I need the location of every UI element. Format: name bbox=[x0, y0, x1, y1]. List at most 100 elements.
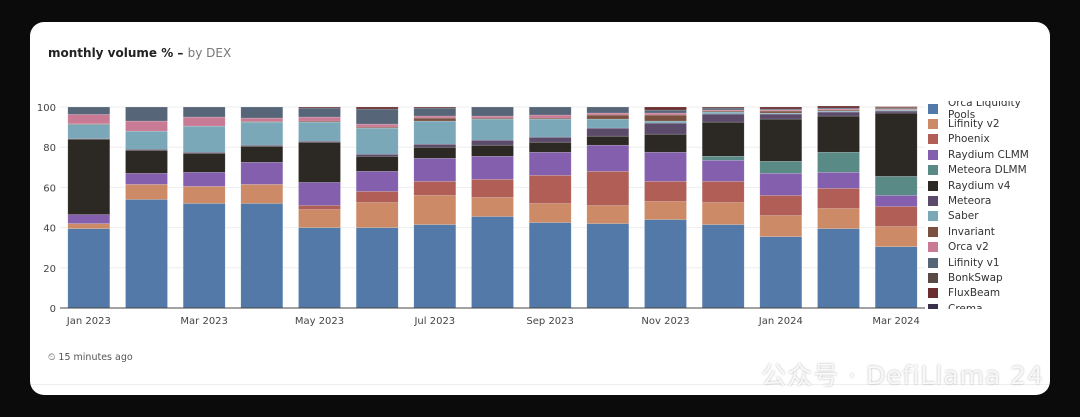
legend-swatch bbox=[928, 149, 938, 160]
bar-segment: Lifinity v2 Jan 2024: 10.5% bbox=[759, 215, 803, 237]
bar-segment: Invariant Nov 2023: 3% bbox=[644, 114, 687, 122]
legend-swatch bbox=[928, 303, 938, 309]
bar-segment: Orca Liquidity Pools Feb 2024: 39.5% bbox=[817, 228, 860, 309]
bar-segment: Orca Liquidity Pools Feb 2023: 54% bbox=[125, 199, 168, 309]
legend-item[interactable]: Meteora DLMM bbox=[928, 163, 1050, 178]
bar-segment: Phoenix Nov 2023: 10% bbox=[644, 181, 687, 202]
bar-segment: Lifinity v2 Sep 2023: 9.5% bbox=[528, 203, 572, 223]
bar-segment: Raydium v4 Nov 2023: 9% bbox=[644, 133, 687, 153]
bar-segment: Orca v2 Aug 2023: 1% bbox=[471, 115, 514, 119]
legend-item[interactable]: Lifinity v2 bbox=[928, 116, 1050, 131]
legend-label: FluxBeam bbox=[948, 287, 1001, 300]
bar-segment: Orca v2 Jul 2023: 1% bbox=[413, 115, 457, 119]
bar-segment: FluxBeam Dec 2023: 0.5% bbox=[701, 106, 745, 109]
bar-segment: Phoenix Jun 2023: 5.5% bbox=[355, 191, 399, 203]
bar-segment: Raydium CLMM Jan 2023: 4.5% bbox=[67, 214, 111, 224]
bar-segment: Phoenix Dec 2023: 10.5% bbox=[701, 181, 745, 203]
legend-label: Meteora bbox=[948, 195, 992, 208]
bar-segment: Meteora Oct 2023: 4% bbox=[586, 127, 630, 137]
bar-segment: Saber Apr 2023: 11.5% bbox=[240, 121, 284, 146]
bar-segment: Invariant Jan 2024: 1% bbox=[759, 110, 803, 114]
legend-item[interactable]: Lifinity v1 bbox=[928, 255, 1050, 270]
bar-segment: Raydium v4 Jan 2024: 21% bbox=[759, 118, 803, 162]
legend-swatch bbox=[928, 196, 938, 207]
bar-segment: Meteora Jan 2024: 2.5% bbox=[759, 113, 803, 120]
bar-segment: Saber Sep 2023: 9% bbox=[528, 118, 572, 138]
legend-item[interactable]: Orca Liquidity Pools bbox=[928, 101, 1050, 121]
bar-segment: Lifinity v2 Oct 2023: 9% bbox=[586, 205, 630, 224]
bar-segment: Phoenix Jul 2023: 7% bbox=[413, 181, 457, 196]
bar-segment: Lifinity v1 Dec 2023: 1% bbox=[701, 107, 745, 111]
legend-label: Orca v2 bbox=[948, 241, 989, 254]
bar-segment: Raydium v4 Jul 2023: 5.5% bbox=[413, 146, 457, 159]
y-tick-label: 60 bbox=[43, 183, 56, 194]
bar-segment: Phoenix Sep 2023: 14% bbox=[528, 175, 572, 204]
bar-segment: Saber Oct 2023: 4.5% bbox=[586, 118, 630, 129]
bar-segment: Invariant Jan 2023: 0.3% bbox=[67, 123, 111, 125]
legend-item[interactable]: Meteora bbox=[928, 193, 1050, 208]
bar-segment: Lifinity v2 Mar 2023: 8.5% bbox=[182, 186, 226, 204]
legend-label: BonkSwap bbox=[948, 271, 1003, 284]
legend-label: Raydium CLMM bbox=[948, 148, 1029, 161]
bar-segment: Lifinity v2 Feb 2023: 7.5% bbox=[125, 184, 168, 200]
bar-segment: Raydium v4 Sep 2023: 5% bbox=[528, 141, 572, 153]
y-tick-label: 80 bbox=[43, 143, 56, 154]
bar-segment: Lifinity v2 Aug 2023: 9.5% bbox=[471, 197, 514, 217]
bar-segment: Saber Jan 2023: 7% bbox=[67, 124, 111, 139]
legend-item[interactable]: Raydium v4 bbox=[928, 178, 1050, 193]
bar-segment: Meteora Jul 2023: 1.5% bbox=[413, 143, 457, 148]
bar-segment: Lifinity v1 Jun 2023: 7.5% bbox=[355, 108, 399, 125]
bar-segment: Lifinity v2 Nov 2023: 9% bbox=[644, 201, 687, 220]
bar-segment: Lifinity v1 Mar 2023: 5% bbox=[182, 106, 226, 118]
bar-segment: Saber Nov 2023: 1% bbox=[644, 120, 687, 124]
x-tick-label: Mar 2024 bbox=[872, 316, 920, 327]
bar-segment: Raydium v4 Feb 2024: 18% bbox=[817, 115, 860, 153]
bar-segment: Orca v2 May 2023: 2% bbox=[298, 116, 341, 122]
legend-label: Invariant bbox=[948, 225, 995, 238]
bar-segment: Lifinity v2 Apr 2023: 9.5% bbox=[240, 184, 284, 204]
legend-swatch bbox=[928, 242, 938, 253]
bar-segment: Raydium CLMM Feb 2024: 8% bbox=[817, 172, 860, 189]
legend-label: Lifinity v2 bbox=[948, 118, 1000, 131]
legend-item[interactable]: FluxBeam bbox=[928, 286, 1050, 301]
bar-segment: Orca v2 Jan 2023: 4.7% bbox=[67, 114, 111, 125]
x-tick-label: Jan 2023 bbox=[66, 316, 111, 327]
bar-segment: Lifinity v2 Jul 2023: 14.5% bbox=[413, 195, 457, 225]
legend-item[interactable]: Raydium CLMM bbox=[928, 147, 1050, 162]
legend-swatch bbox=[928, 257, 938, 268]
legend-label: Saber bbox=[948, 210, 979, 223]
legend-item[interactable]: Saber bbox=[928, 209, 1050, 224]
bar-segment: Raydium CLMM Jul 2023: 11.5% bbox=[413, 158, 457, 182]
legend-item[interactable]: Phoenix bbox=[928, 132, 1050, 147]
title-text: monthly volume % – bbox=[48, 46, 184, 60]
bar-segment: Phoenix Mar 2024: 10% bbox=[874, 206, 918, 227]
legend-swatch bbox=[928, 165, 938, 176]
bar-segment: Meteora Nov 2023: 5.5% bbox=[644, 122, 687, 135]
bar-segment: Phoenix Jan 2024: 10% bbox=[759, 195, 803, 216]
bar-segment: Orca v2 Jun 2023: 1.5% bbox=[355, 123, 399, 128]
bar-segment: Saber Aug 2023: 10.5% bbox=[471, 118, 514, 141]
bar-segment: Raydium CLMM Mar 2024: 5.5% bbox=[874, 195, 918, 207]
legend-swatch bbox=[928, 226, 938, 237]
bar-segment: Lifinity v2 Jan 2023: 2.5% bbox=[67, 223, 111, 229]
bar-segment: Raydium v4 Apr 2023: 8% bbox=[240, 145, 284, 163]
legend-label: Phoenix bbox=[948, 133, 990, 146]
legend-item[interactable]: Crema bbox=[928, 301, 1050, 309]
legend-item[interactable]: Orca v2 bbox=[928, 240, 1050, 255]
bar-segment: Raydium CLMM Oct 2023: 13% bbox=[586, 144, 630, 172]
bar-segment: Raydium CLMM Jun 2023: 10% bbox=[355, 171, 399, 192]
bar-segment: Raydium v4 Mar 2023: 9.5% bbox=[182, 152, 226, 173]
legend-swatch bbox=[928, 103, 938, 114]
x-tick-label: May 2023 bbox=[295, 316, 344, 327]
x-tick-label: Nov 2023 bbox=[641, 316, 689, 327]
legend-item[interactable]: BonkSwap bbox=[928, 270, 1050, 285]
bar-segment: Raydium v4 Dec 2023: 17% bbox=[701, 121, 745, 157]
bar-segment: Meteora DLMM Mar 2024: 9.5% bbox=[874, 176, 918, 196]
bar-segment: Raydium v4 Jan 2023: 37.5% bbox=[67, 138, 111, 215]
legend-item[interactable]: Invariant bbox=[928, 224, 1050, 239]
chart-title: monthly volume % – by DEX bbox=[48, 46, 231, 60]
legend-label: Crema bbox=[948, 302, 983, 309]
bar-segment: Lifinity v1 Apr 2023: 5.5% bbox=[240, 106, 284, 119]
legend-swatch bbox=[928, 288, 938, 299]
bar-segment: Orca v2 Feb 2023: 5% bbox=[125, 120, 168, 132]
